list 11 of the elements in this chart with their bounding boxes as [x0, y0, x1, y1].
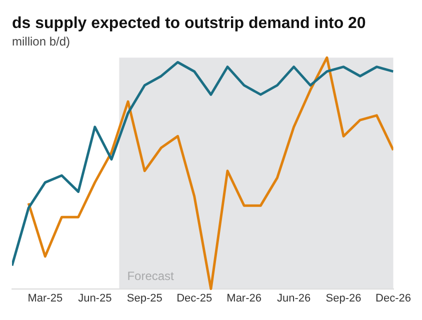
x-tick-label: Mar-26: [226, 292, 262, 304]
x-tick-label: Sep-25: [126, 292, 162, 304]
x-tick-label: Mar-25: [28, 292, 63, 304]
band-label: Forecast: [127, 269, 175, 284]
x-tick-label: Dec-25: [176, 292, 212, 304]
chart-title: ds supply expected to outstrip demand into 20: [12, 15, 366, 32]
x-tick-label: Sep-26: [326, 292, 362, 304]
x-tick-label: Dec-26: [376, 292, 412, 304]
x-tick-label: Jun-25: [78, 292, 112, 304]
chart-subtitle: million b/d): [12, 34, 70, 49]
x-tick-label: Jun-26: [276, 292, 311, 304]
